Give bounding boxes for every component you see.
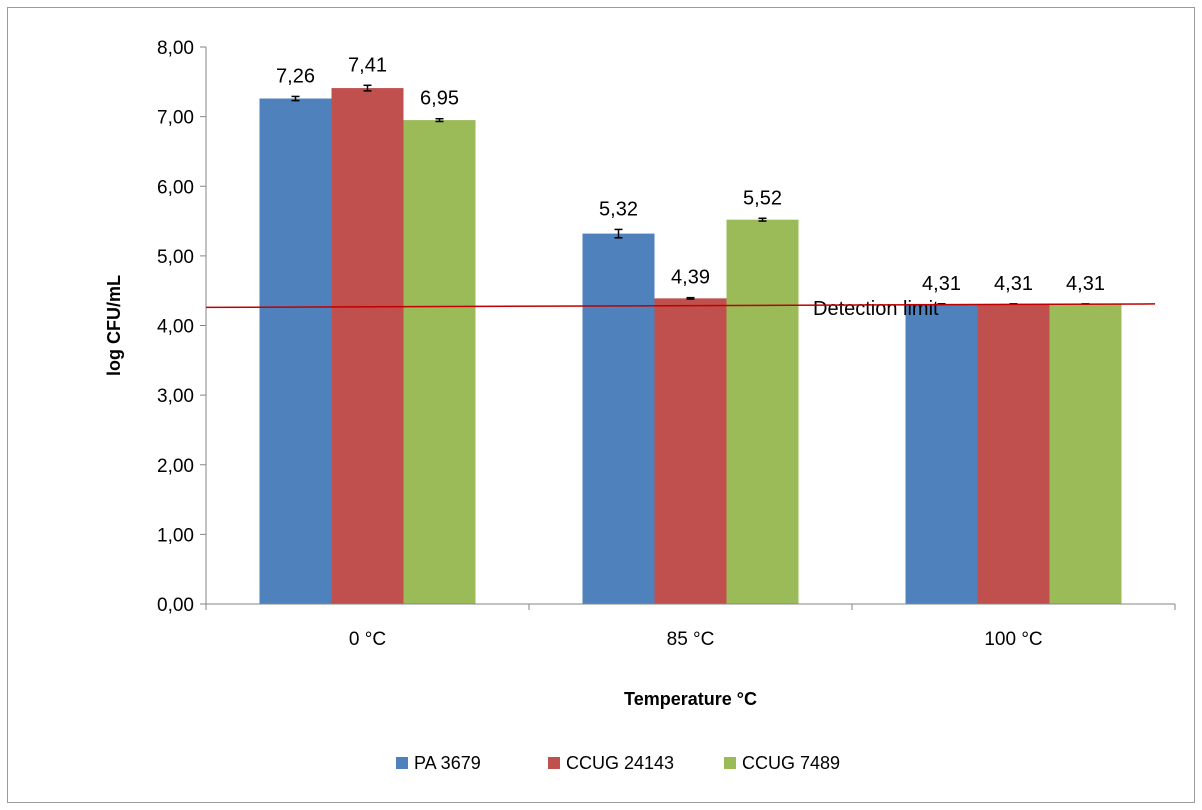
data-label: 7,41 [348, 54, 387, 76]
y-tick-label: 3,00 [157, 386, 194, 407]
x-axis-ticks: 0 °C 85 °C 100 °C [205, 604, 1176, 650]
data-label: 7,26 [276, 65, 315, 87]
detection-limit-label: Detection limit [813, 298, 939, 320]
bar [905, 303, 978, 604]
bar [403, 120, 476, 604]
data-label: 4,31 [1066, 273, 1105, 295]
legend-label: CCUG 24143 [566, 753, 674, 773]
x-tick-label: 100 °C [984, 629, 1042, 650]
data-label: 5,52 [743, 187, 782, 209]
x-tick-label: 0 °C [349, 629, 386, 650]
y-tick-label: 7,00 [157, 108, 194, 129]
data-label: 4,39 [671, 267, 710, 289]
data-label: 6,95 [420, 88, 459, 110]
bar [1049, 303, 1122, 604]
legend: PA 3679 CCUG 24143 CCUG 7489 [396, 753, 840, 773]
legend-label: CCUG 7489 [742, 753, 840, 773]
legend-swatch [396, 757, 408, 769]
y-tick-label: 1,00 [157, 525, 194, 546]
data-label: 4,31 [994, 273, 1033, 295]
legend-swatch [724, 757, 736, 769]
bar [582, 233, 655, 604]
data-labels-group: 7,26 7,41 6,95 5,32 4,39 5,52 4,31 4,31 4,31 [276, 54, 1105, 295]
x-tick-label: 85 °C [667, 629, 715, 650]
legend-swatch [548, 757, 560, 769]
data-label: 4,31 [922, 273, 961, 295]
bars-group [259, 88, 1122, 605]
error-bars-group [291, 84, 1090, 305]
x-axis-title: Temperature °C [624, 689, 757, 709]
y-tick-label: 4,00 [157, 317, 194, 338]
bar [977, 303, 1050, 604]
detection-limit-line [205, 303, 1156, 309]
legend-label: PA 3679 [414, 753, 481, 773]
bar [259, 98, 332, 605]
bar [726, 219, 799, 605]
y-tick-label: 6,00 [157, 177, 194, 198]
bar [654, 298, 727, 604]
y-tick-label: 2,00 [157, 456, 194, 477]
y-tick-label: 8,00 [157, 38, 194, 59]
y-axis-title: log CFU/mL [104, 275, 124, 376]
y-axis-ticks: 0,00 1,00 2,00 3,00 4,00 5,00 6,00 7,00 8,00 [157, 38, 206, 616]
y-tick-label: 5,00 [157, 247, 194, 268]
y-tick-label: 0,00 [157, 595, 194, 616]
data-label: 5,32 [599, 198, 638, 220]
bar [331, 88, 404, 605]
